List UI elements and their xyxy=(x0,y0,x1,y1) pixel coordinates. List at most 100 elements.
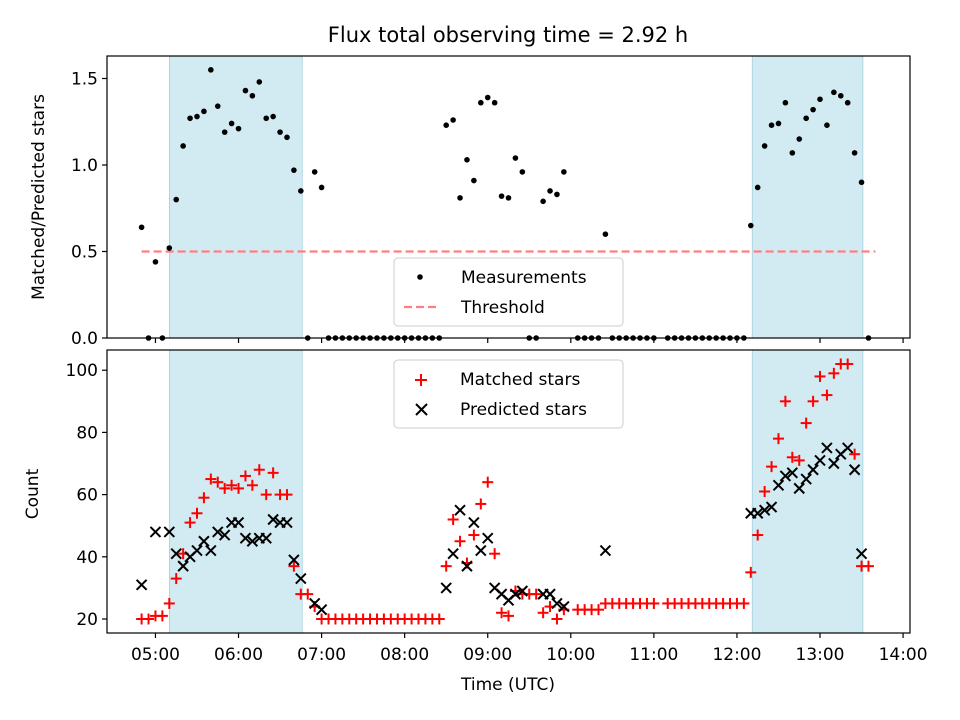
matched-star-point xyxy=(530,588,542,600)
matched-star-point xyxy=(738,597,750,609)
predicted-star-point xyxy=(461,560,473,572)
bottom-y-tick-label: 100 xyxy=(66,361,98,381)
predicted-star-point xyxy=(475,544,487,557)
matched-star-point xyxy=(156,610,168,622)
matched-star-point xyxy=(219,482,231,494)
matched-star-point xyxy=(482,476,494,488)
matched-star-point xyxy=(233,482,245,494)
legend-matched-marker xyxy=(415,374,427,386)
measurement-point xyxy=(464,157,470,163)
x-tick-label: 14:00 xyxy=(879,645,928,665)
measurement-point xyxy=(789,150,796,156)
measurement-point xyxy=(761,143,768,149)
matched-star-point xyxy=(648,597,660,609)
measurement-point xyxy=(768,122,775,129)
predicted-star-point xyxy=(205,544,217,557)
matched-star-point xyxy=(766,461,778,473)
measurement-point xyxy=(775,120,782,127)
matched-star-point xyxy=(267,467,279,479)
predicted-star-point xyxy=(828,457,840,470)
bottom-y-ticks: 20 40 60 80 100 xyxy=(66,361,107,630)
x-tick-label: 05:00 xyxy=(131,645,180,665)
matched-star-point xyxy=(454,535,466,547)
measurement-point xyxy=(478,99,484,106)
predicted-star-point xyxy=(779,470,792,482)
predicted-star-point xyxy=(447,547,459,560)
measurement-point xyxy=(754,184,761,191)
predicted-star-point xyxy=(232,516,245,529)
predicted-star-point xyxy=(786,467,799,479)
matched-star-point xyxy=(433,613,445,625)
predicted-star-point xyxy=(551,597,563,610)
top-y-axis-label: Matched/Predicted stars xyxy=(29,94,49,300)
predicted-star-point xyxy=(765,501,778,513)
bottom-legend: Matched stars Predicted stars xyxy=(393,359,624,429)
x-axis-label: Time (UTC) xyxy=(460,675,555,695)
legend-predicted-label: Predicted stars xyxy=(460,400,587,420)
measurement-point xyxy=(491,99,498,106)
measurement-point xyxy=(187,115,193,122)
top-y-tick-label: 0.5 xyxy=(71,242,98,262)
x-tick-label: 10:00 xyxy=(546,645,595,665)
measurement-point xyxy=(138,224,145,231)
measurement-point xyxy=(824,122,830,129)
measurement-point xyxy=(173,196,180,203)
predicted-star-point xyxy=(281,516,293,529)
top-y-tick-label: 0.0 xyxy=(71,329,98,349)
measurement-point xyxy=(796,136,803,142)
top-y-ticks: 0.0 0.5 1.0 1.5 xyxy=(71,69,107,349)
predicted-star-point xyxy=(855,547,868,560)
measurement-point xyxy=(263,115,270,122)
bottom-y-tick-label: 60 xyxy=(76,486,98,506)
measurement-point xyxy=(844,99,851,106)
measurement-point xyxy=(291,167,297,173)
matched-star-point xyxy=(779,395,791,407)
top-shaded-ranges xyxy=(169,55,864,339)
matched-star-point xyxy=(503,610,514,622)
matched-star-point xyxy=(759,486,771,497)
measurement-point xyxy=(228,120,235,127)
predicted-star-points xyxy=(135,442,868,616)
x-tick-label: 09:00 xyxy=(463,645,512,665)
matched-star-point xyxy=(143,613,155,625)
measurement-point xyxy=(831,89,837,96)
measurement-point xyxy=(166,245,173,251)
top-legend: Measurements Threshold xyxy=(393,257,624,327)
measurement-point xyxy=(803,115,809,122)
measurement-point xyxy=(201,108,207,115)
measurement-point xyxy=(471,177,477,184)
matched-star-point xyxy=(496,607,508,619)
measurement-point xyxy=(547,188,553,194)
measurement-point xyxy=(277,129,283,135)
legend-measurements-marker xyxy=(417,274,423,280)
predicted-star-point xyxy=(772,479,785,491)
legend-predicted-marker xyxy=(415,403,428,416)
measurement-point xyxy=(498,193,505,199)
measurement-point xyxy=(242,87,249,94)
chart-title: Flux total observing time = 2.92 h xyxy=(328,23,688,47)
measurement-point xyxy=(457,195,463,201)
legend-threshold-label: Threshold xyxy=(460,298,545,318)
measurement-point xyxy=(194,113,200,120)
predicted-star-point xyxy=(468,516,480,529)
predicted-star-point xyxy=(848,464,861,476)
measurement-point xyxy=(858,179,865,186)
matched-star-point xyxy=(205,473,217,485)
measurement-point xyxy=(817,96,823,103)
matched-star-point xyxy=(163,597,175,609)
measurement-point xyxy=(214,103,221,109)
predicted-star-point xyxy=(482,532,494,544)
measurement-point xyxy=(810,106,816,113)
matched-star-point xyxy=(475,498,487,510)
predicted-star-point xyxy=(454,504,466,516)
matched-star-point xyxy=(253,464,265,476)
top-y-tick-label: 1.5 xyxy=(71,69,98,89)
matched-star-point xyxy=(184,517,196,529)
matched-star-point xyxy=(191,507,203,519)
top-x-ticks xyxy=(154,338,904,343)
measurement-point xyxy=(554,191,560,198)
top-shaded-range-2 xyxy=(751,55,864,339)
measurement-point xyxy=(561,169,567,175)
